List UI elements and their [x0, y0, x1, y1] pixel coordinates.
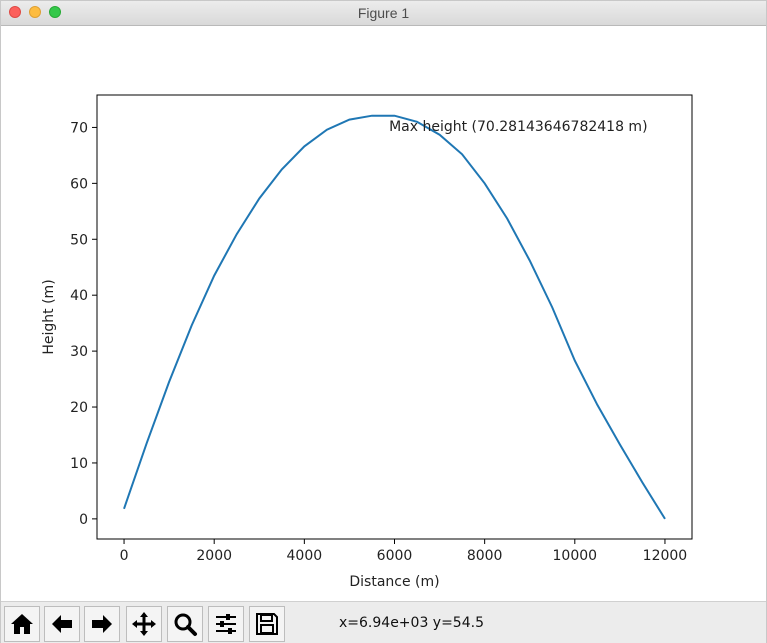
- back-button[interactable]: [44, 606, 80, 642]
- x-tick-label: 2000: [196, 548, 232, 564]
- floppy-disk-icon: [256, 613, 278, 635]
- configure-subplots-button[interactable]: [208, 606, 244, 642]
- magnifier-icon: [174, 613, 197, 636]
- title-bar: Figure 1: [1, 1, 766, 26]
- x-tick-label: 10000: [553, 548, 598, 564]
- arrow-right-icon: [92, 615, 112, 633]
- home-button[interactable]: [4, 606, 40, 642]
- y-tick-label: 10: [70, 456, 88, 472]
- move-icon: [132, 612, 156, 636]
- chart-svg: 0 2000 4000 6000 8000 10000 12000 0 10 20 30 40 50 6…: [41, 94, 693, 590]
- series-line: [123, 114, 666, 520]
- forward-button[interactable]: [84, 606, 120, 642]
- close-window-button[interactable]: [9, 6, 21, 18]
- sliders-icon: [216, 614, 236, 634]
- pan-button[interactable]: [126, 606, 162, 642]
- x-tick-label: 12000: [643, 548, 688, 564]
- cursor-coordinates: x=6.94e+03 y=54.5: [339, 615, 484, 631]
- x-tick-label: 6000: [377, 548, 413, 564]
- max-height-annotation: Max height (70.28143646782418 m): [389, 119, 647, 135]
- y-tick-label: 30: [70, 344, 88, 360]
- zoom-window-button[interactable]: [49, 6, 61, 18]
- save-button[interactable]: [249, 606, 285, 642]
- y-tick-label: 20: [70, 400, 88, 416]
- axes-frame: [96, 94, 693, 540]
- x-tick-label: 8000: [467, 548, 503, 564]
- arrow-left-icon: [52, 615, 72, 633]
- x-tick-label: 0: [120, 548, 129, 564]
- y-axis-label: Height (m): [41, 279, 57, 354]
- y-tick-label: 60: [70, 176, 88, 192]
- minimize-window-button[interactable]: [29, 6, 41, 18]
- y-tick-label: 40: [70, 288, 88, 304]
- navigation-toolbar: x=6.94e+03 y=54.5: [1, 601, 766, 643]
- zoom-button[interactable]: [167, 606, 203, 642]
- figure-canvas[interactable]: 0 2000 4000 6000 8000 10000 12000 0 10 20 30 40 50 6…: [1, 26, 766, 601]
- y-tick-label: 50: [70, 232, 88, 248]
- x-tick-label: 4000: [287, 548, 323, 564]
- y-axis-ticks: 0 10 20 30 40 50 60 70: [70, 120, 97, 528]
- x-axis-ticks: 0 2000 4000 6000 8000 10000 12000: [120, 539, 688, 564]
- window-title: Figure 1: [357, 5, 410, 21]
- x-axis-label: Distance (m): [349, 574, 439, 590]
- y-tick-label: 70: [70, 120, 88, 136]
- y-tick-label: 0: [79, 512, 88, 528]
- home-icon: [11, 614, 33, 634]
